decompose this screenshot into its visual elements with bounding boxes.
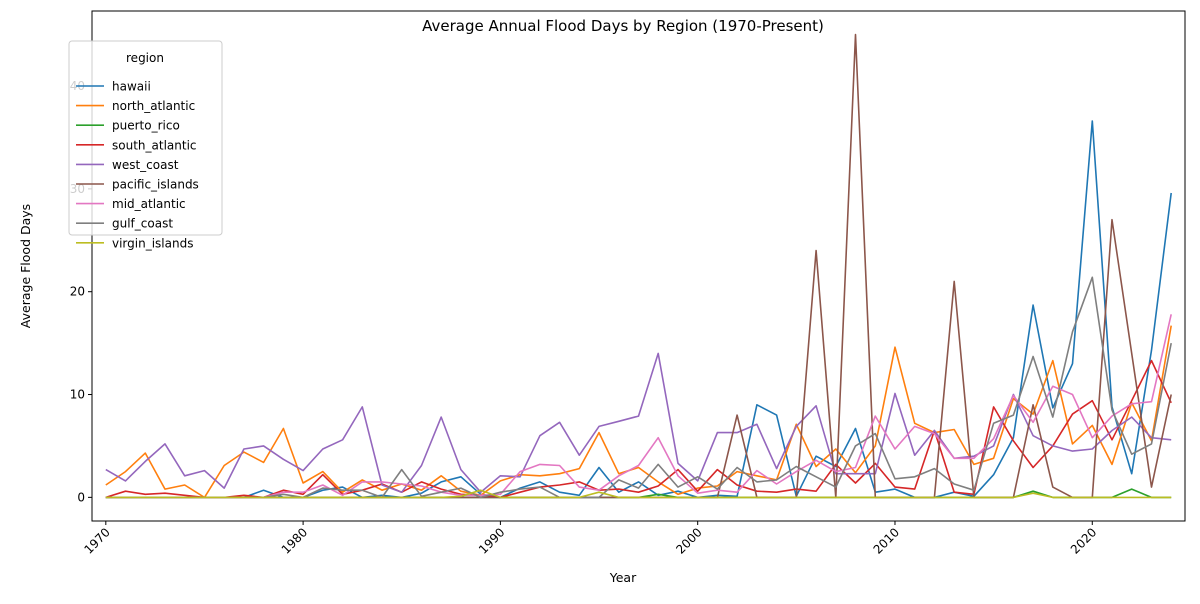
- series-line-north-atlantic: [105, 325, 1172, 499]
- legend-label-virgin-islands: virgin_islands: [112, 236, 193, 250]
- y-axis-label: Average Flood Days: [18, 204, 33, 328]
- legend-label-pacific-islands: pacific_islands: [112, 178, 199, 192]
- y-tick-label: 0: [77, 490, 85, 504]
- legend-items: hawaii north_atlantic puerto_rico south_atl…: [76, 80, 199, 250]
- series-line-south-atlantic: [105, 359, 1172, 499]
- x-axis-label: Year: [609, 570, 637, 585]
- legend-frame: [68, 40, 223, 236]
- series-line-mid-atlantic: [105, 314, 1172, 499]
- legend-label-south-atlantic: south_atlantic: [112, 138, 197, 152]
- y-tick-label: 10: [70, 388, 85, 402]
- series-line-west-coast: [105, 352, 1172, 494]
- legend-label-gulf-coast: gulf_coast: [112, 217, 173, 231]
- series-line-gulf-coast: [105, 276, 1172, 499]
- plot-series-group: [105, 33, 1172, 499]
- axes-frame: [91, 10, 1186, 522]
- legend-label-north-atlantic: north_atlantic: [112, 99, 195, 113]
- legend-title: region: [126, 51, 164, 65]
- legend-label-hawaii: hawaii: [112, 80, 151, 94]
- y-tick-label: 20: [70, 285, 85, 299]
- legend: region hawaii north_atlantic puerto_ricoso…: [68, 40, 223, 250]
- legend-label-puerto-rico: puerto_rico: [112, 119, 180, 133]
- chart-title: Average Annual Flood Days by Region (197…: [422, 17, 824, 35]
- legend-label-mid-atlantic: mid_atlantic: [112, 197, 186, 211]
- series-line-virgin-islands: [105, 489, 1172, 499]
- legend-label-west-coast: west_coast: [112, 158, 179, 172]
